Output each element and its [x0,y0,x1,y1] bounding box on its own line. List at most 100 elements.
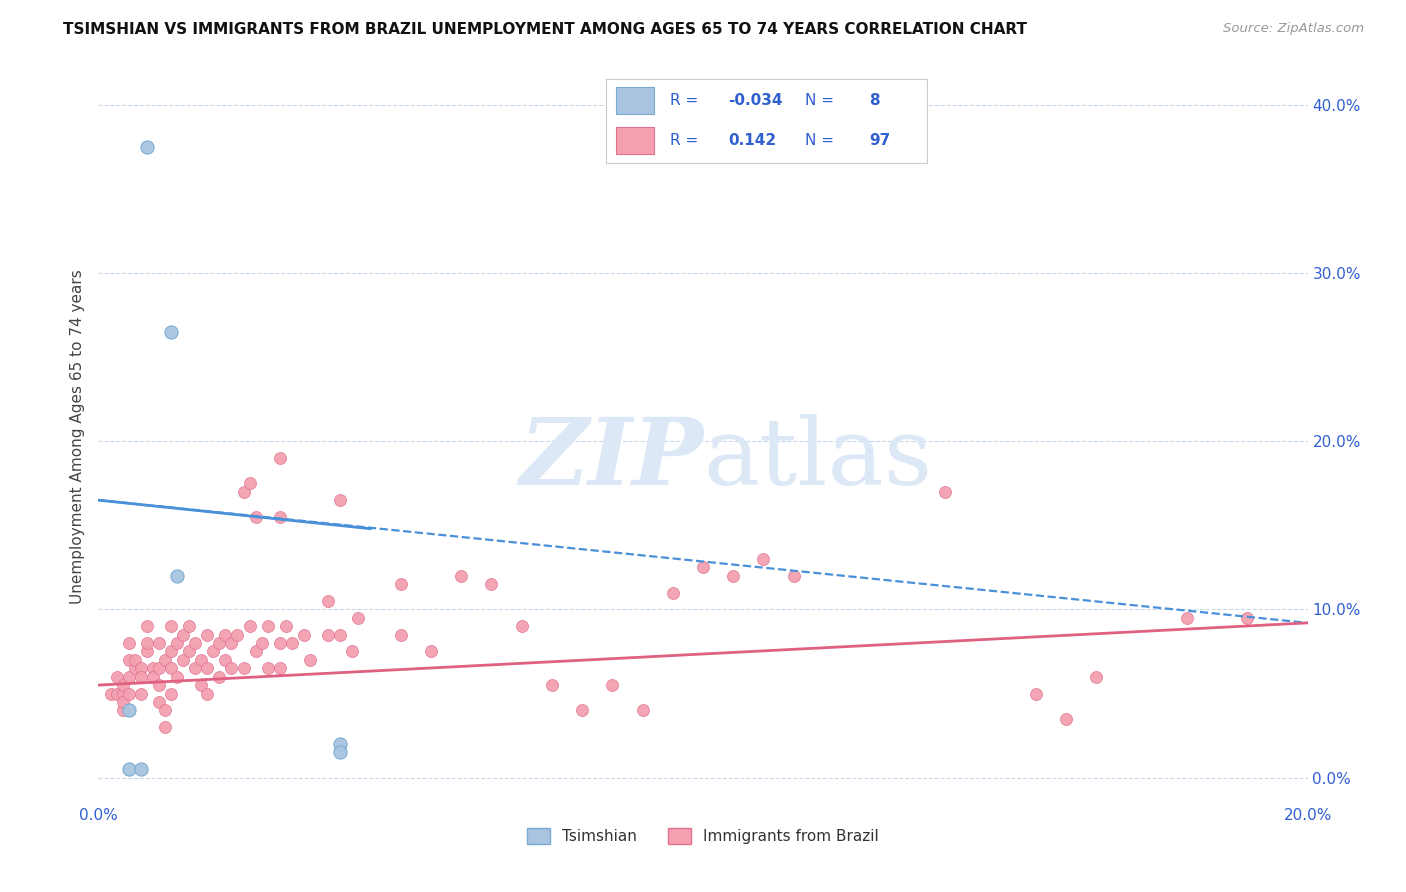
Point [148,636,170,650]
Point [148,678,170,692]
Point [723,569,745,583]
Text: Source: ZipAtlas.com: Source: ZipAtlas.com [1223,22,1364,36]
Text: atlas: atlas [703,414,932,504]
Point [1024,686,1046,700]
Point [269,510,291,524]
Point [389,577,412,591]
Point [202,644,225,658]
Point [250,636,273,650]
Point [160,661,183,675]
Legend: Tsimshian, Immigrants from Brazil: Tsimshian, Immigrants from Brazil [522,822,884,850]
Point [166,636,188,650]
Point [239,619,262,633]
Point [239,476,262,491]
Point [111,686,134,700]
Point [129,686,152,700]
Point [160,619,183,633]
Point [450,569,472,583]
Point [135,644,157,658]
Point [752,552,775,566]
Point [292,627,315,641]
Point [692,560,714,574]
Point [256,661,278,675]
Point [214,653,236,667]
Point [316,594,339,608]
Point [179,619,201,633]
Point [111,678,134,692]
Point [160,644,183,658]
Point [166,670,188,684]
Point [329,745,352,759]
Point [226,627,249,641]
Point [118,653,141,667]
Text: TSIMSHIAN VS IMMIGRANTS FROM BRAZIL UNEMPLOYMENT AMONG AGES 65 TO 74 YEARS CORRE: TSIMSHIAN VS IMMIGRANTS FROM BRAZIL UNEM… [63,22,1028,37]
Point [105,670,128,684]
Point [172,653,194,667]
Point [195,661,218,675]
Point [124,653,146,667]
Point [221,636,243,650]
Point [281,636,304,650]
Point [232,484,254,499]
Point [342,644,364,658]
Point [153,720,176,734]
Point [269,636,291,650]
Point [105,686,128,700]
Text: ZIP: ZIP [519,414,703,504]
Point [118,762,141,776]
Point [172,627,194,641]
Point [221,661,243,675]
Point [232,661,254,675]
Point [111,695,134,709]
Point [153,703,176,717]
Point [166,569,188,583]
Point [256,619,278,633]
Point [135,140,157,154]
Point [100,686,122,700]
Point [129,661,152,675]
Point [195,627,218,641]
Point [316,627,339,641]
Point [602,678,624,692]
Point [160,686,183,700]
Point [184,661,207,675]
Point [1054,712,1077,726]
Point [1236,611,1258,625]
Point [329,737,352,751]
Point [934,484,956,499]
Point [190,678,212,692]
Point [195,686,218,700]
Point [153,653,176,667]
Point [124,661,146,675]
Point [347,611,370,625]
Point [299,653,322,667]
Point [160,325,183,339]
Point [389,627,412,641]
Point [148,661,170,675]
Point [245,510,267,524]
Point [329,627,352,641]
Point [783,569,806,583]
Point [118,703,141,717]
Point [118,636,141,650]
Point [208,636,231,650]
Point [135,636,157,650]
Point [208,670,231,684]
Point [329,493,352,508]
Point [269,451,291,466]
Point [190,653,212,667]
Point [148,695,170,709]
Point [142,661,165,675]
Point [184,636,207,650]
Point [245,644,267,658]
Point [111,703,134,717]
Point [510,619,533,633]
Point [129,762,152,776]
Point [214,627,236,641]
Point [118,686,141,700]
Point [420,644,443,658]
Y-axis label: Unemployment Among Ages 65 to 74 years: Unemployment Among Ages 65 to 74 years [70,269,86,605]
Point [1175,611,1198,625]
Point [540,678,562,692]
Point [661,585,683,599]
